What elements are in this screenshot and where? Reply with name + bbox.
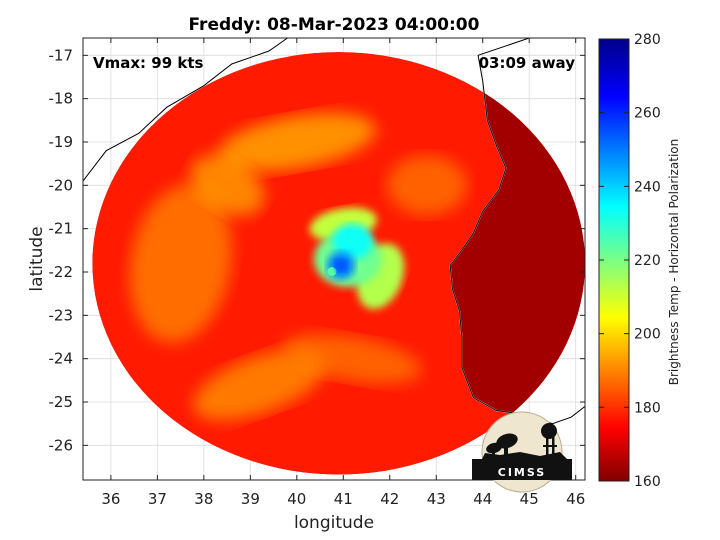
- x-axis-label: longitude: [294, 513, 374, 533]
- cimss-logo: CIMSS: [472, 411, 572, 493]
- time-away-annotation: 03:09 away: [479, 54, 576, 72]
- colorbar-tick-label: 200: [634, 327, 661, 343]
- colorbar-label: Brightness Temp - Horizontal Polarizatio…: [667, 139, 681, 386]
- rain-band: [193, 349, 327, 421]
- y-tick-label: -23: [49, 306, 74, 324]
- x-tick-label: 40: [287, 490, 306, 508]
- y-tick-label: -18: [49, 90, 74, 108]
- x-tick-label: 45: [520, 490, 539, 508]
- x-axis-ticks: 36 37 38 39 40 41 42 43 44 45 46: [101, 38, 585, 508]
- cyclone-inner-core: [332, 223, 373, 260]
- y-tick-label: -24: [49, 350, 74, 368]
- y-tick-label: -17: [49, 46, 74, 64]
- y-tick-label: -25: [49, 393, 74, 411]
- rain-band: [190, 155, 265, 216]
- colorbar-tick-label: 240: [634, 179, 661, 195]
- colorbar-tick-label: 180: [634, 400, 661, 416]
- y-tick-label: -26: [49, 436, 74, 454]
- rain-band: [283, 333, 422, 384]
- x-tick-label: 46: [566, 490, 585, 508]
- x-tick-label: 38: [194, 490, 213, 508]
- y-tick-label: -19: [49, 133, 74, 151]
- x-tick-label: 36: [101, 490, 120, 508]
- colorbar-tick-label: 160: [634, 474, 661, 490]
- rain-band: [386, 155, 467, 216]
- x-tick-label: 37: [148, 490, 167, 508]
- map-plot-area: [83, 38, 585, 480]
- x-tick-label: 41: [334, 490, 353, 508]
- coastline-mozambique: [83, 38, 288, 182]
- colorbar-tick-label: 260: [634, 106, 661, 122]
- map-title: Freddy: 08-Mar-2023 04:00:00: [189, 15, 480, 35]
- cyclone-eye-red: [334, 259, 347, 272]
- logo-building: [472, 452, 572, 480]
- y-tick-label: -20: [49, 176, 74, 194]
- rain-band: [217, 112, 376, 172]
- colorbar: 280 260 240 220 200 180 160 Brightness Temp - …: [598, 32, 681, 490]
- x-tick-label: 42: [380, 490, 399, 508]
- colorbar-tick-label: 220: [634, 253, 661, 269]
- rain-band: [129, 184, 232, 343]
- colorbar-tick-label: 280: [634, 32, 661, 48]
- map-axes-frame: [82, 37, 586, 481]
- colorbar-ticks: 280 260 240 220 200 180 160: [599, 32, 661, 490]
- x-tick-label: 44: [473, 490, 492, 508]
- vmax-annotation: Vmax: 99 kts: [93, 54, 203, 72]
- y-tick-label: -22: [49, 263, 74, 281]
- x-tick-label: 43: [427, 490, 446, 508]
- y-axis-label: latitude: [27, 226, 47, 291]
- y-axis-ticks: -17 -18 -19 -20 -21 -22 -23 -24 -25 -26: [49, 46, 585, 454]
- logo-water-tower-icon: [541, 423, 557, 461]
- x-tick-label: 39: [241, 490, 260, 508]
- y-tick-label: -21: [49, 220, 74, 238]
- logo-text: CIMSS: [498, 466, 546, 479]
- cyclone-eye-center: [327, 267, 337, 276]
